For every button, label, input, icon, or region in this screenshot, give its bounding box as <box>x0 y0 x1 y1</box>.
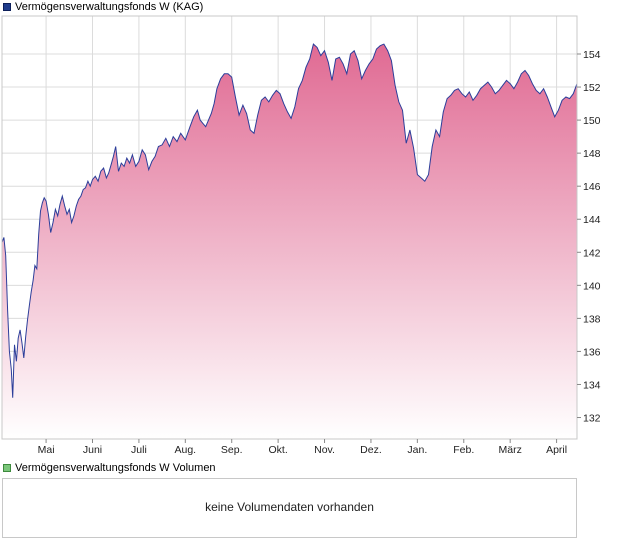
y-tick-label: 142 <box>583 247 601 259</box>
x-tick-label: Mai <box>38 444 55 456</box>
plot-frame <box>1 15 578 440</box>
no-volume-message: keine Volumendaten vorhanden <box>205 500 374 514</box>
y-tick-label: 134 <box>583 379 601 391</box>
y-tick-label: 144 <box>583 214 601 226</box>
price-legend-label: Vermögensverwaltungsfonds W (KAG) <box>15 1 204 13</box>
x-tick-label: Juni <box>83 444 102 456</box>
x-tick-label: Nov. <box>314 444 335 456</box>
y-tick-label: 152 <box>583 82 601 94</box>
y-tick-label: 148 <box>583 148 601 160</box>
y-tick-label: 154 <box>583 49 601 61</box>
volume-panel: keine Volumendaten vorhanden <box>2 478 577 538</box>
y-tick-label: 136 <box>583 346 601 358</box>
price-chart: 132 134 136 138 140 142 144 146 148 150 152 154 Mai… <box>1 15 601 456</box>
y-tick-label: 132 <box>583 413 601 425</box>
x-axis-ticks: Mai Juni Juli Aug. Sep. Okt. Nov. Dez. Jan. Feb. M… <box>38 439 567 456</box>
x-tick-label: Aug. <box>175 444 197 456</box>
y-tick-label: 138 <box>583 313 601 325</box>
x-tick-label: Sep. <box>221 444 243 456</box>
x-tick-label: Jan. <box>407 444 427 456</box>
y-tick-label: 140 <box>583 280 601 292</box>
x-tick-label: Juli <box>131 444 147 456</box>
x-tick-label: Feb. <box>453 444 474 456</box>
y-axis-ticks: 132 134 136 138 140 142 144 146 148 150 152 154 <box>577 49 601 425</box>
volume-legend-swatch <box>3 464 11 472</box>
price-line <box>1 43 578 398</box>
x-tick-label: Dez. <box>360 444 382 456</box>
x-tick-label: April <box>546 444 567 456</box>
volume-legend: Vermögensverwaltungsfonds W Volumen <box>3 461 216 475</box>
y-tick-label: 146 <box>583 181 601 193</box>
x-tick-label: März <box>499 444 522 456</box>
price-legend-swatch <box>3 3 11 11</box>
y-tick-label: 150 <box>583 115 601 127</box>
x-tick-label: Okt. <box>268 444 287 456</box>
price-legend: Vermögensverwaltungsfonds W (KAG) <box>3 0 203 14</box>
volume-legend-label: Vermögensverwaltungsfonds W Volumen <box>15 462 216 474</box>
